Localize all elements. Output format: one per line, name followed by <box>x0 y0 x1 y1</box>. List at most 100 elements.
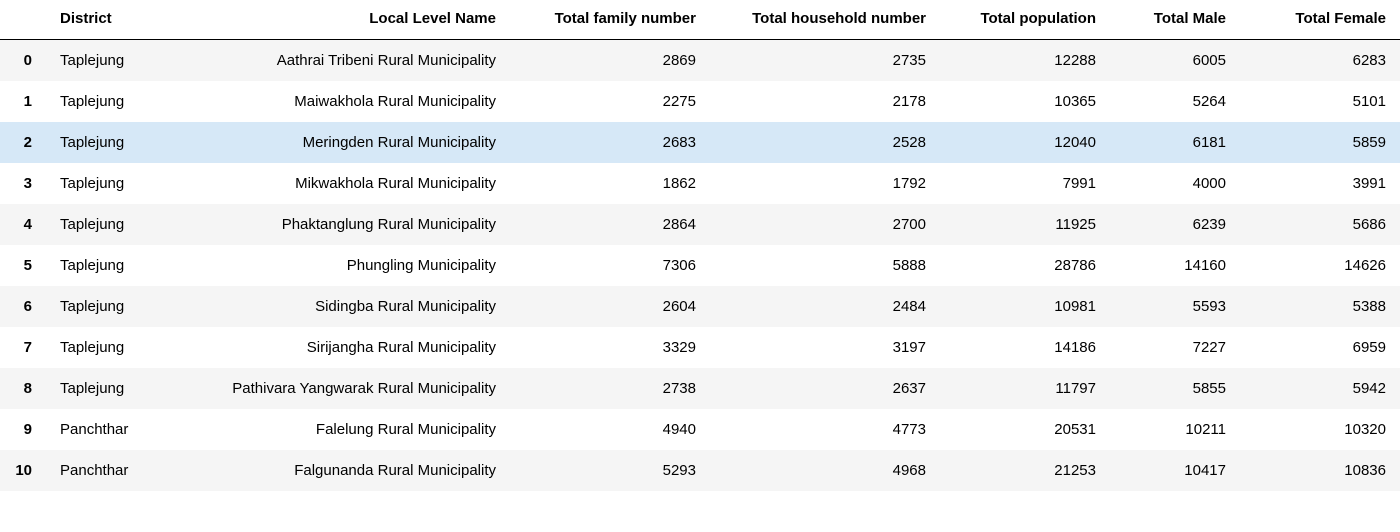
row-index-cell: 9 <box>0 409 46 450</box>
data-cell: 4000 <box>1110 163 1240 204</box>
table-row: 4TaplejungPhaktanglung Rural Municipalit… <box>0 204 1400 245</box>
district-cell: Taplejung <box>46 40 170 82</box>
table-row: 5TaplejungPhungling Municipality73065888… <box>0 245 1400 286</box>
district-cell: Taplejung <box>46 204 170 245</box>
data-cell: Mikwakhola Rural Municipality <box>170 163 510 204</box>
col-header-index <box>0 0 46 40</box>
data-cell: 2864 <box>510 204 710 245</box>
row-index-cell: 5 <box>0 245 46 286</box>
data-cell: 10320 <box>1240 409 1400 450</box>
district-cell: Taplejung <box>46 81 170 122</box>
col-header-3: Total family number <box>510 0 710 40</box>
data-cell: 11925 <box>940 204 1110 245</box>
col-header-6: Total Male <box>1110 0 1240 40</box>
data-cell: 2178 <box>710 81 940 122</box>
data-cell: 5264 <box>1110 81 1240 122</box>
data-cell: 5859 <box>1240 122 1400 163</box>
data-cell: 2700 <box>710 204 940 245</box>
data-cell: 5942 <box>1240 368 1400 409</box>
data-cell: Phungling Municipality <box>170 245 510 286</box>
data-cell: 2484 <box>710 286 940 327</box>
data-cell: 14626 <box>1240 245 1400 286</box>
data-cell: 10981 <box>940 286 1110 327</box>
row-index-cell: 3 <box>0 163 46 204</box>
data-cell: 2275 <box>510 81 710 122</box>
data-cell: 2869 <box>510 40 710 82</box>
data-cell: 3991 <box>1240 163 1400 204</box>
table-row: 10PanchtharFalgunanda Rural Municipality… <box>0 450 1400 491</box>
table-row: 9PanchtharFalelung Rural Municipality494… <box>0 409 1400 450</box>
row-index-cell: 0 <box>0 40 46 82</box>
data-cell: 4968 <box>710 450 940 491</box>
district-cell: Taplejung <box>46 327 170 368</box>
data-table-container: DistrictLocal Level NameTotal family num… <box>0 0 1400 491</box>
col-header-5: Total population <box>940 0 1110 40</box>
col-header-4: Total household number <box>710 0 940 40</box>
data-cell: 12040 <box>940 122 1110 163</box>
data-cell: Falgunanda Rural Municipality <box>170 450 510 491</box>
row-index-cell: 6 <box>0 286 46 327</box>
data-cell: 6283 <box>1240 40 1400 82</box>
data-cell: 7991 <box>940 163 1110 204</box>
data-cell: 5101 <box>1240 81 1400 122</box>
table-header-row: DistrictLocal Level NameTotal family num… <box>0 0 1400 40</box>
data-cell: 6181 <box>1110 122 1240 163</box>
data-cell: Phaktanglung Rural Municipality <box>170 204 510 245</box>
col-header-district: District <box>46 0 170 40</box>
row-index-cell: 1 <box>0 81 46 122</box>
data-cell: 14160 <box>1110 245 1240 286</box>
row-index-cell: 4 <box>0 204 46 245</box>
data-cell: 21253 <box>940 450 1110 491</box>
data-cell: Falelung Rural Municipality <box>170 409 510 450</box>
data-cell: 2604 <box>510 286 710 327</box>
district-cell: Taplejung <box>46 286 170 327</box>
col-header-7: Total Female <box>1240 0 1400 40</box>
data-cell: 3197 <box>710 327 940 368</box>
data-cell: 12288 <box>940 40 1110 82</box>
data-cell: 2528 <box>710 122 940 163</box>
row-index-cell: 8 <box>0 368 46 409</box>
district-cell: Taplejung <box>46 163 170 204</box>
data-cell: 5293 <box>510 450 710 491</box>
data-cell: 1792 <box>710 163 940 204</box>
data-cell: 3329 <box>510 327 710 368</box>
data-cell: 7306 <box>510 245 710 286</box>
data-cell: 4773 <box>710 409 940 450</box>
district-cell: Taplejung <box>46 368 170 409</box>
table-row: 7TaplejungSirijangha Rural Municipality3… <box>0 327 1400 368</box>
data-cell: 5686 <box>1240 204 1400 245</box>
table-row: 2TaplejungMeringden Rural Municipality26… <box>0 122 1400 163</box>
data-cell: 7227 <box>1110 327 1240 368</box>
data-cell: 20531 <box>940 409 1110 450</box>
data-cell: 10211 <box>1110 409 1240 450</box>
data-cell: 1862 <box>510 163 710 204</box>
data-cell: 10417 <box>1110 450 1240 491</box>
data-cell: 4940 <box>510 409 710 450</box>
row-index-cell: 10 <box>0 450 46 491</box>
data-cell: Aathrai Tribeni Rural Municipality <box>170 40 510 82</box>
col-header-2: Local Level Name <box>170 0 510 40</box>
table-row: 1TaplejungMaiwakhola Rural Municipality2… <box>0 81 1400 122</box>
data-cell: 10836 <box>1240 450 1400 491</box>
district-cell: Panchthar <box>46 450 170 491</box>
table-row: 8TaplejungPathivara Yangwarak Rural Muni… <box>0 368 1400 409</box>
data-cell: 6959 <box>1240 327 1400 368</box>
district-cell: Taplejung <box>46 122 170 163</box>
data-cell: Maiwakhola Rural Municipality <box>170 81 510 122</box>
data-cell: 6005 <box>1110 40 1240 82</box>
row-index-cell: 7 <box>0 327 46 368</box>
table-row: 0TaplejungAathrai Tribeni Rural Municipa… <box>0 40 1400 82</box>
data-cell: 11797 <box>940 368 1110 409</box>
data-cell: Sidingba Rural Municipality <box>170 286 510 327</box>
table-body: 0TaplejungAathrai Tribeni Rural Municipa… <box>0 40 1400 492</box>
district-cell: Taplejung <box>46 245 170 286</box>
data-cell: 10365 <box>940 81 1110 122</box>
data-cell: 2637 <box>710 368 940 409</box>
data-cell: Meringden Rural Municipality <box>170 122 510 163</box>
data-cell: Pathivara Yangwarak Rural Municipality <box>170 368 510 409</box>
district-cell: Panchthar <box>46 409 170 450</box>
data-cell: Sirijangha Rural Municipality <box>170 327 510 368</box>
data-cell: 2738 <box>510 368 710 409</box>
data-cell: 5888 <box>710 245 940 286</box>
table-row: 6TaplejungSidingba Rural Municipality260… <box>0 286 1400 327</box>
